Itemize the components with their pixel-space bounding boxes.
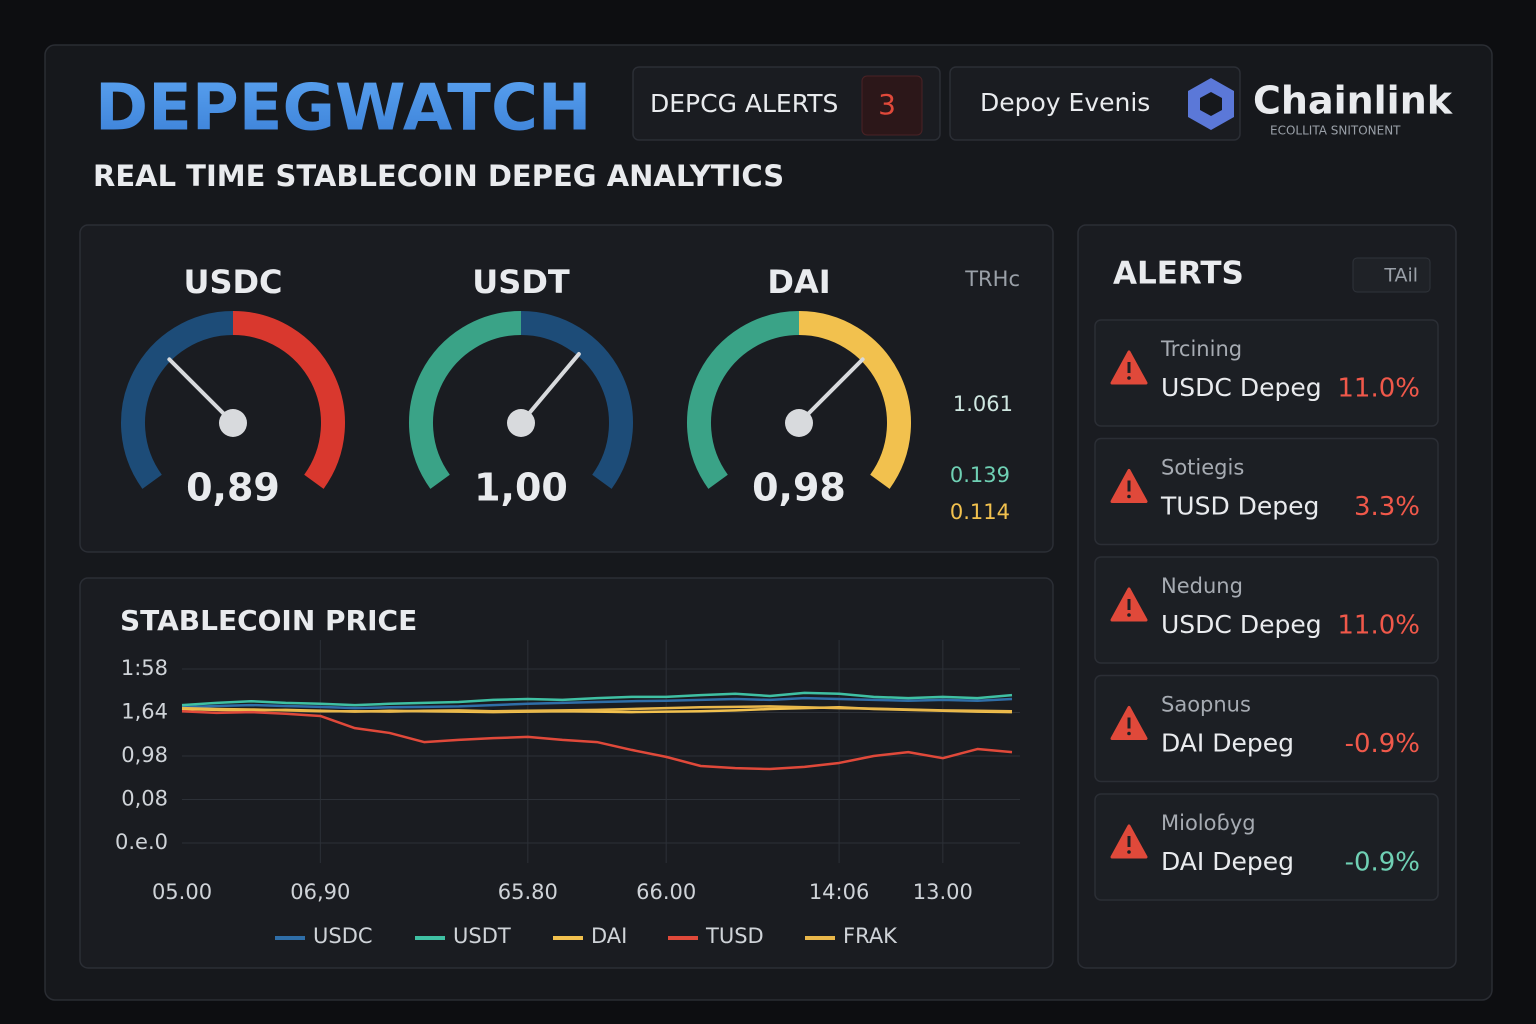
alert-icon-dot	[1127, 850, 1131, 854]
gauge-value: 0,98	[752, 466, 846, 510]
alert-card[interactable]	[1094, 437, 1439, 546]
y-tick-label: 0,08	[121, 787, 168, 811]
x-tick-label: 05.00	[152, 880, 212, 904]
y-tick-label: 0,98	[121, 743, 168, 767]
gauge-value: 0,89	[186, 466, 280, 510]
gauge-arc	[687, 311, 800, 489]
alerts-list: Trcining USDC Depeg 11.0% Sotiegis TUSD Depe…	[1094, 319, 1439, 901]
gauge-arc	[409, 311, 522, 489]
alert-name: USDC Depeg	[1161, 373, 1322, 402]
legend-label[interactable]: DAI	[591, 924, 627, 948]
alert-card[interactable]	[1094, 793, 1439, 901]
gauge-needle	[519, 352, 581, 425]
alert-status: Nedung	[1161, 574, 1243, 598]
x-tick-label: 06,90	[290, 880, 350, 904]
chainlink-logo	[1188, 78, 1234, 130]
gauge-value: 1,00	[474, 466, 568, 510]
alert-icon-dot	[1127, 731, 1131, 736]
gauge-arc	[798, 311, 911, 489]
alerts-badge	[861, 75, 923, 136]
alert-name: DAI Depeg	[1161, 729, 1294, 758]
alert-change: 3.3%	[1354, 492, 1420, 522]
alerts-filter[interactable]	[1352, 257, 1431, 293]
alert-card[interactable]	[1094, 319, 1439, 427]
gauge-name: DAI	[767, 263, 830, 301]
app-subtitle: REAL TIME STABLECOIN DEPEG ANALYTICS	[93, 159, 784, 193]
alert-name: USDC Depeg	[1161, 610, 1322, 639]
gauge-hub	[219, 409, 247, 437]
gauge-needle	[167, 357, 235, 425]
gauge-name: USDC	[183, 263, 282, 301]
chart-panel	[79, 577, 1054, 969]
alert-change: 11.0%	[1337, 611, 1420, 641]
gauge-arc	[232, 311, 345, 489]
alerts-title: ALERTS	[1113, 256, 1244, 292]
series-line	[181, 709, 1013, 771]
x-tick-label: 66.00	[636, 880, 696, 904]
legend-label[interactable]: FRAK	[843, 924, 898, 948]
legend-label[interactable]: TUSD	[705, 924, 764, 948]
alerts-count: 3	[878, 88, 896, 121]
chart-title: STABLECOIN PRICE	[120, 604, 417, 637]
alert-status: Sotiegis	[1161, 456, 1244, 480]
gauge-needle	[797, 357, 865, 425]
gauge-arc	[520, 311, 633, 489]
y-tick-label: 0.e.0	[115, 830, 168, 854]
alert-change: 11.0%	[1337, 374, 1420, 404]
alert-icon-dot	[1127, 376, 1131, 380]
series-line	[181, 696, 1013, 710]
alert-icon-dot	[1127, 494, 1131, 499]
chart: 0.e.0 0,08 0,98 1,64 1:58 05.00 06,90 65.80 66.0…	[115, 640, 1020, 948]
alert-change: -0.9%	[1345, 848, 1420, 878]
alert-change: -0.9%	[1345, 729, 1420, 759]
series-line	[181, 705, 1013, 713]
alert-status: Trcining	[1160, 337, 1242, 361]
series-line	[181, 691, 1013, 707]
y-tick-label: 1,64	[121, 700, 168, 724]
app-title: DEPEGWATCH	[95, 72, 591, 146]
gauge-hub	[785, 409, 813, 437]
side-value: 0.114	[950, 500, 1010, 524]
alert-name: TUSD Depeg	[1160, 492, 1319, 521]
alert-card[interactable]	[1094, 674, 1439, 783]
gauge-name: USDT	[472, 263, 570, 301]
alert-name: DAI Depeg	[1161, 847, 1294, 876]
side-value: 1.061	[953, 392, 1013, 416]
side-value: 0.139	[950, 463, 1010, 487]
brand-name: Chainlink	[1253, 79, 1453, 123]
gauges-side-label: TRHc	[964, 267, 1020, 291]
alert-status: Saopnus	[1161, 693, 1251, 717]
alerts-filter-label: TAil	[1383, 265, 1418, 287]
alerts-label: DEPCG ALERTS	[650, 89, 838, 118]
gauge-arc	[121, 311, 234, 489]
alert-icon-dot	[1127, 613, 1131, 617]
events-label: Depoy Evenis	[980, 88, 1150, 117]
x-tick-label: 65.80	[498, 880, 558, 904]
gauges: USDC 0,89 USDT 1,00 DAI 0,98	[121, 263, 911, 510]
legend-label[interactable]: USDC	[313, 924, 373, 948]
brand-tagline: ECOLLITA SNITONENT	[1270, 124, 1401, 138]
legend-label[interactable]: USDT	[453, 924, 511, 948]
alert-card[interactable]	[1094, 556, 1439, 664]
y-tick-label: 1:58	[121, 656, 168, 680]
gauge-hub	[507, 409, 535, 437]
events-box[interactable]	[949, 66, 1241, 141]
x-tick-label: 14:06	[809, 880, 870, 904]
x-tick-label: 13.00	[913, 880, 973, 904]
alert-status: Mioloɓyg	[1161, 811, 1256, 835]
